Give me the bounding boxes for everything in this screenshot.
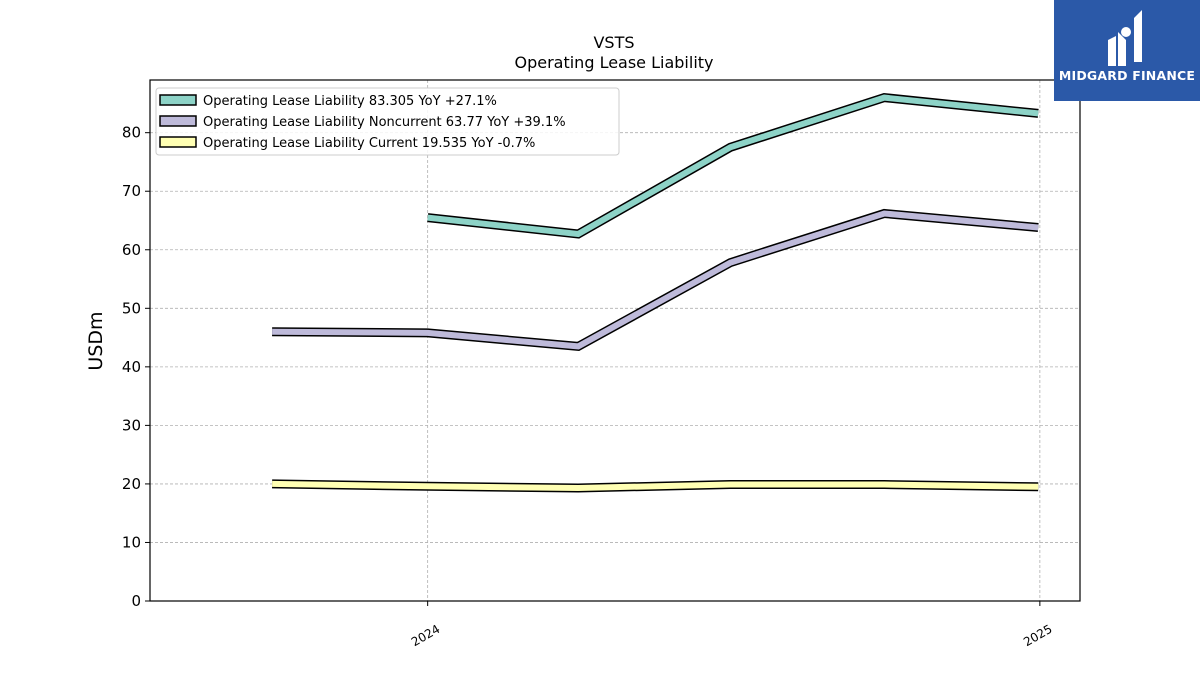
y-tick-label: 40 xyxy=(122,358,141,376)
chart-subtitle: Operating Lease Liability xyxy=(514,53,713,72)
plot-frame xyxy=(149,79,1081,602)
y-tick-label: 0 xyxy=(131,592,141,610)
grid xyxy=(150,80,1080,601)
series-0-line xyxy=(427,94,1039,238)
legend-label: Operating Lease Liability 83.305 YoY +27… xyxy=(203,94,497,109)
logo-mark-icon xyxy=(1108,10,1142,66)
series-1-outline xyxy=(272,208,1039,352)
axes: 0 10 20 30 40 50 60 70 80 2024 2025 xyxy=(122,124,1055,650)
y-tick-label: 30 xyxy=(122,416,141,434)
y-tick-label: 10 xyxy=(122,533,141,551)
y-tick-label: 60 xyxy=(122,241,141,259)
series-2-line xyxy=(272,480,1039,492)
y-tick-label: 80 xyxy=(122,124,141,142)
chart-title: VSTS xyxy=(593,33,634,52)
legend-swatch xyxy=(159,115,197,127)
series-1-line xyxy=(272,210,1039,350)
brand-logo: MIDGARD FINANCE xyxy=(1054,0,1200,101)
legend-swatch xyxy=(159,136,197,148)
y-axis-label: USDm xyxy=(85,311,107,370)
legend-label: Operating Lease Liability Current 19.535… xyxy=(203,136,535,151)
legend: Operating Lease Liability 83.305 YoY +27… xyxy=(155,87,620,156)
legend-swatch xyxy=(159,94,197,106)
y-tick-label: 50 xyxy=(122,299,141,317)
x-tick-label: 2024 xyxy=(409,622,442,649)
y-tick-label: 20 xyxy=(122,475,141,493)
legend-label: Operating Lease Liability Noncurrent 63.… xyxy=(203,115,566,130)
legend-box xyxy=(155,87,620,156)
x-tick-label: 2025 xyxy=(1021,622,1054,649)
series-layer xyxy=(272,93,1039,493)
brand-name: MIDGARD FINANCE xyxy=(1058,68,1196,83)
y-tick-label: 70 xyxy=(122,182,141,200)
